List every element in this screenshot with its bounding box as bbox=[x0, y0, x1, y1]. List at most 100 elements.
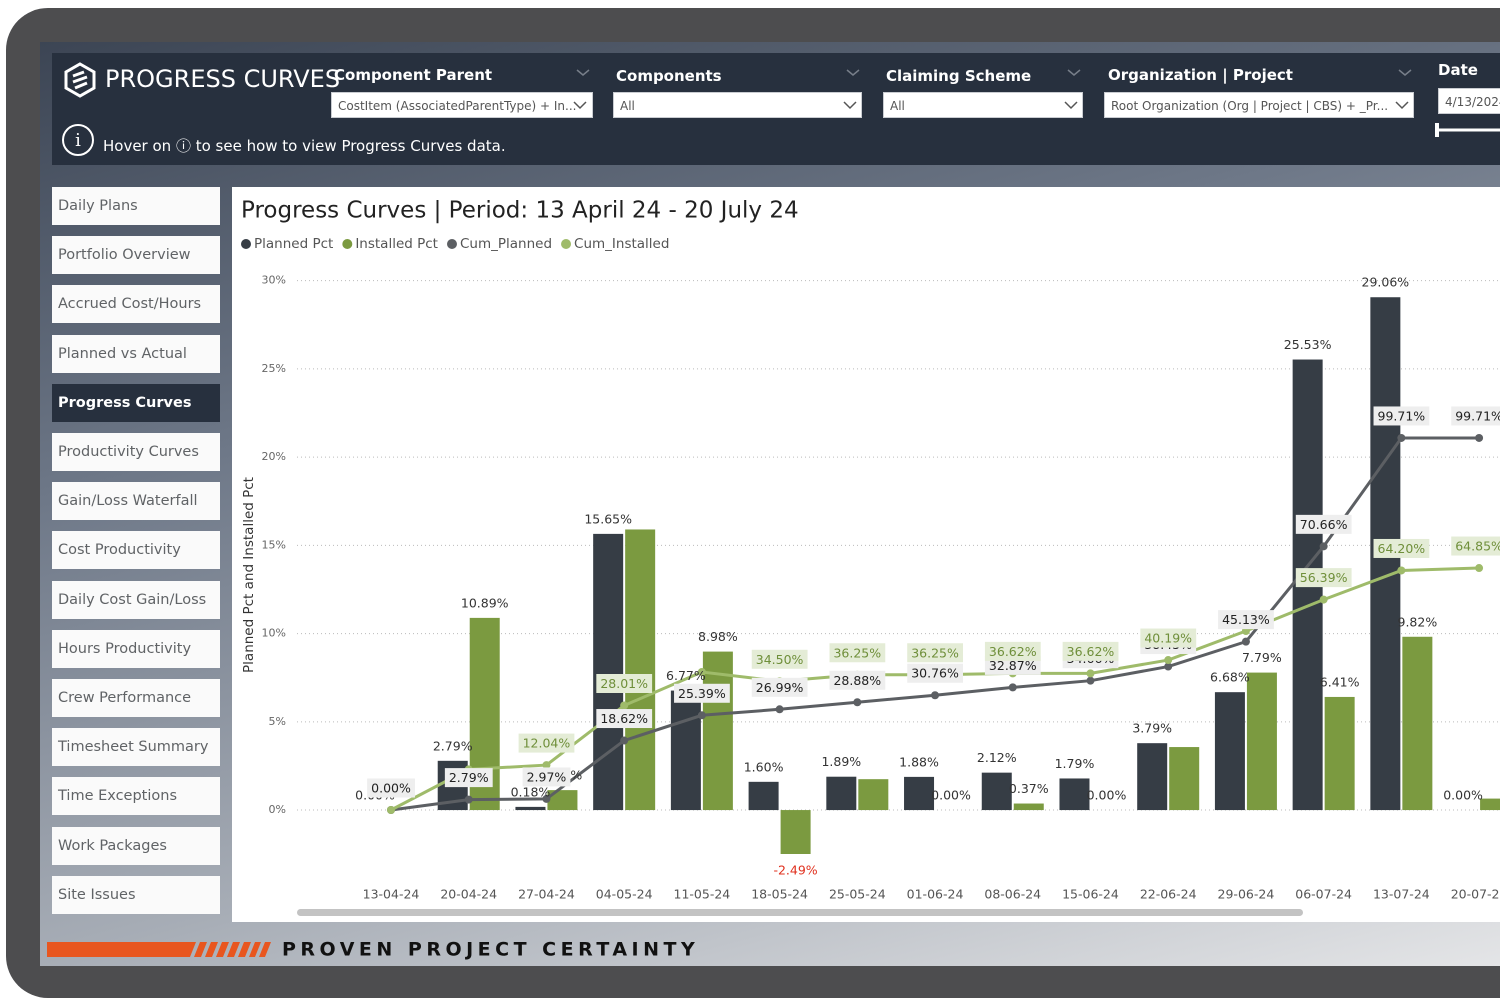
legend-label: Planned Pct bbox=[254, 236, 333, 252]
nav-item[interactable]: Daily Plans bbox=[52, 187, 220, 225]
x-tick-label: 15-06-24 bbox=[1062, 887, 1119, 902]
line-point bbox=[697, 667, 706, 676]
line-point bbox=[1397, 566, 1406, 575]
bar bbox=[1214, 692, 1245, 811]
filter-label: Organization | Project bbox=[1108, 66, 1293, 84]
line-label: 56.39% bbox=[1295, 568, 1352, 588]
x-tick-label: 04-05-24 bbox=[596, 887, 653, 902]
data-label: 6.68% bbox=[1210, 670, 1250, 685]
x-tick-label: 01-06-24 bbox=[907, 887, 964, 902]
nav-item[interactable]: Daily Cost Gain/Loss bbox=[52, 580, 220, 619]
data-label: 1.79% bbox=[1055, 756, 1095, 771]
legend-label: Installed Pct bbox=[355, 236, 438, 252]
nav-item[interactable]: Portfolio Overview bbox=[52, 236, 220, 275]
y-tick-label: 0% bbox=[269, 803, 286, 816]
header: PROGRESS CURVES i Hover on ⓘ to see how … bbox=[52, 53, 1500, 165]
label-box bbox=[751, 649, 808, 669]
nav-item[interactable]: Timesheet Summary bbox=[52, 728, 220, 767]
filter-label: Components bbox=[616, 67, 722, 85]
line-point bbox=[1319, 542, 1328, 551]
filter-dropdown[interactable]: CostItem (AssociatedParentType) + In... bbox=[331, 92, 593, 118]
data-label: 36.62% bbox=[1067, 644, 1115, 659]
bar bbox=[826, 776, 857, 811]
line-label: 45.13% bbox=[1218, 610, 1274, 630]
bar bbox=[1059, 778, 1090, 811]
legend-label: Cum_Planned bbox=[460, 236, 552, 252]
filter-dropdown[interactable]: All bbox=[883, 92, 1083, 118]
nav-item[interactable]: Crew Performance bbox=[52, 679, 220, 717]
line-point bbox=[1008, 683, 1017, 692]
line-point bbox=[542, 761, 551, 770]
data-label: 64.20% bbox=[1378, 541, 1426, 556]
x-tick-label: 13-07-24 bbox=[1373, 887, 1430, 902]
svg-text:i: i bbox=[75, 130, 81, 151]
date-input[interactable]: 4/13/2024 bbox=[1438, 88, 1500, 114]
line-point bbox=[1397, 433, 1406, 442]
y-axis-label: Planned Pct and Installed Pct bbox=[241, 477, 257, 673]
info-text: Hover on ⓘ to see how to view Progress C… bbox=[103, 137, 506, 155]
bar bbox=[1324, 696, 1355, 811]
data-label: 2.12% bbox=[977, 750, 1017, 765]
y-tick-label: 10% bbox=[262, 627, 286, 640]
y-tick-label: 20% bbox=[262, 450, 286, 463]
data-label: 99.71% bbox=[1455, 408, 1500, 423]
filter-dropdown[interactable]: Root Organization (Org | Project | CBS) … bbox=[1104, 92, 1414, 118]
label-box bbox=[907, 643, 963, 663]
x-tick-label: 25-05-24 bbox=[829, 887, 886, 902]
data-label: 15.65% bbox=[584, 511, 632, 526]
label-box bbox=[1295, 514, 1352, 534]
data-label: 9.82% bbox=[1398, 614, 1438, 629]
line-point bbox=[1164, 656, 1173, 665]
label-box bbox=[1451, 406, 1500, 426]
bar bbox=[1246, 672, 1277, 811]
nav-item[interactable]: Work Packages bbox=[52, 826, 220, 865]
line-point bbox=[1475, 433, 1484, 442]
nav-item[interactable]: Site Issues bbox=[52, 875, 220, 914]
data-label: 8.98% bbox=[698, 629, 738, 644]
label-box bbox=[1218, 610, 1274, 630]
x-tick-label: 20-07-24 bbox=[1451, 887, 1500, 902]
legend-marker bbox=[561, 239, 572, 249]
data-label: 12.04% bbox=[523, 736, 571, 751]
bar bbox=[515, 806, 546, 811]
label-box bbox=[444, 768, 493, 788]
nav-item[interactable]: Time Exceptions bbox=[52, 777, 220, 816]
data-label: 18.62% bbox=[600, 711, 648, 726]
nav-item[interactable]: Cost Productivity bbox=[52, 531, 220, 570]
label-box bbox=[1373, 406, 1430, 426]
data-label: 1.89% bbox=[821, 754, 861, 769]
line-point bbox=[1086, 669, 1095, 678]
nav-item[interactable]: Progress Curves bbox=[52, 383, 220, 422]
data-label: 64.85% bbox=[1455, 539, 1500, 554]
x-tick-label: 29-06-24 bbox=[1218, 887, 1275, 902]
line-label: 18.62% bbox=[596, 709, 653, 729]
filter-dropdown[interactable]: All bbox=[613, 92, 862, 118]
label-box bbox=[1451, 536, 1500, 556]
x-tick-label: 27-04-24 bbox=[518, 887, 575, 902]
info-icon[interactable]: i bbox=[61, 123, 95, 157]
line-point bbox=[542, 794, 551, 803]
y-tick-label: 25% bbox=[262, 362, 286, 375]
line-label: 34.50% bbox=[751, 649, 808, 669]
filter-label: Claiming Scheme bbox=[886, 67, 1032, 85]
nav-item[interactable]: Hours Productivity bbox=[52, 629, 220, 668]
logo bbox=[64, 62, 96, 98]
nav-item[interactable]: Productivity Curves bbox=[52, 433, 220, 471]
line-label: 0.00% bbox=[367, 778, 415, 798]
x-tick-label: 08-06-24 bbox=[984, 887, 1041, 902]
scrollbar[interactable] bbox=[297, 909, 1303, 916]
legend-marker bbox=[342, 239, 353, 249]
bar bbox=[748, 781, 779, 811]
data-label: 7.79% bbox=[1242, 650, 1282, 665]
nav-item[interactable]: Planned vs Actual bbox=[52, 334, 220, 373]
nav-item[interactable]: Accrued Cost/Hours bbox=[52, 285, 220, 324]
data-label: 45.13% bbox=[1222, 612, 1270, 627]
legend-marker bbox=[446, 239, 457, 249]
nav-item[interactable]: Gain/Loss Waterfall bbox=[52, 482, 220, 521]
data-label: 25.39% bbox=[678, 686, 726, 701]
data-label: 25.53% bbox=[1284, 337, 1332, 352]
x-tick-label: 11-05-24 bbox=[674, 887, 731, 902]
bar bbox=[702, 651, 733, 811]
line-point bbox=[853, 698, 862, 707]
